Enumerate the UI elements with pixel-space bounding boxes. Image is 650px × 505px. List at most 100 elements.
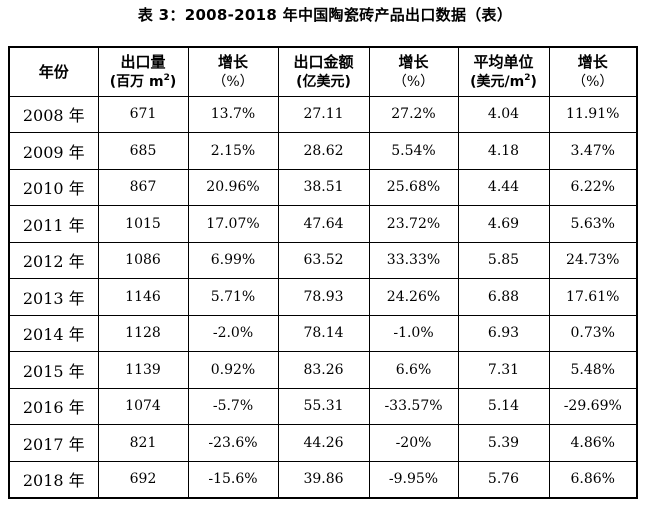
table-row: 2008 年 671 13.7% 27.11 27.2% 4.04 11.91%	[8, 95, 638, 133]
cell-price-growth: 0.73%	[548, 314, 638, 352]
cell-export-value: 47.64	[277, 205, 370, 243]
cell-volume-growth: 17.07%	[187, 205, 279, 243]
cell-unit-price: 4.44	[457, 168, 550, 206]
cell-value-growth: 24.26%	[368, 278, 459, 316]
header-export-volume-unit: (百万 m2)	[109, 72, 177, 90]
cell-export-volume: 1086	[97, 241, 189, 279]
cell-value-growth: 33.33%	[368, 241, 459, 279]
cell-volume-growth: 0.92%	[187, 351, 279, 389]
cell-price-growth: 24.73%	[548, 241, 638, 279]
table-row: 2013 年 1146 5.71% 78.93 24.26% 6.88 17.6…	[8, 278, 638, 316]
cell-value-growth: -1.0%	[368, 314, 459, 352]
cell-export-value: 63.52	[277, 241, 370, 279]
header-export-volume: 出口量 (百万 m2)	[97, 46, 189, 97]
cell-export-value: 44.26	[277, 424, 370, 462]
cell-unit-price: 6.88	[457, 278, 550, 316]
cell-year: 2009 年	[8, 132, 99, 170]
cell-export-volume: 867	[97, 168, 189, 206]
cell-volume-growth: 20.96%	[187, 168, 279, 206]
header-export-value-label: 出口金额	[293, 52, 354, 71]
cell-unit-price: 7.31	[457, 351, 550, 389]
export-data-table: 年份 出口量 (百万 m2) 增长 （%） 出口金额 (亿美元) 增长 （%） …	[8, 46, 638, 499]
cell-export-volume: 1128	[97, 314, 189, 352]
cell-price-growth: 6.22%	[548, 168, 638, 206]
cell-volume-growth: 2.15%	[187, 132, 279, 170]
cell-unit-price: 5.14	[457, 387, 550, 425]
cell-value-growth: 6.6%	[368, 351, 459, 389]
cell-price-growth: 5.48%	[548, 351, 638, 389]
cell-unit-price: 4.04	[457, 95, 550, 133]
header-value-growth-label: 增长	[398, 52, 429, 71]
cell-unit-price: 5.76	[457, 460, 550, 498]
table-row: 2010 年 867 20.96% 38.51 25.68% 4.44 6.22…	[8, 168, 638, 206]
cell-volume-growth: -5.7%	[187, 387, 279, 425]
header-unit-price-label: 平均单位	[473, 52, 534, 71]
cell-unit-price: 5.85	[457, 241, 550, 279]
cell-export-value: 39.86	[277, 460, 370, 498]
cell-export-value: 28.62	[277, 132, 370, 170]
cell-year: 2014 年	[8, 314, 99, 352]
header-price-growth-unit: （%）	[572, 73, 614, 90]
cell-year: 2010 年	[8, 168, 99, 206]
cell-price-growth: 6.86%	[548, 460, 638, 498]
header-value-growth-unit: （%）	[392, 73, 435, 90]
header-year: 年份	[8, 46, 99, 97]
cell-value-growth: 5.54%	[368, 132, 459, 170]
cell-price-growth: 17.61%	[548, 278, 638, 316]
cell-price-growth: 5.63%	[548, 205, 638, 243]
cell-year: 2016 年	[8, 387, 99, 425]
cell-volume-growth: -23.6%	[187, 424, 279, 462]
cell-price-growth: 11.91%	[548, 95, 638, 133]
cell-volume-growth: -2.0%	[187, 314, 279, 352]
header-row: 年份 出口量 (百万 m2) 增长 （%） 出口金额 (亿美元) 增长 （%） …	[8, 46, 638, 97]
cell-export-volume: 685	[97, 132, 189, 170]
header-volume-growth-unit: （%）	[212, 73, 254, 90]
table-caption: 表 3：2008-2018 年中国陶瓷砖产品出口数据（表）	[137, 6, 513, 24]
header-price-growth-label: 增长	[577, 52, 608, 71]
cell-export-value: 78.14	[277, 314, 370, 352]
cell-year: 2018 年	[8, 460, 99, 498]
cell-export-value: 55.31	[277, 387, 370, 425]
header-unit-price: 平均单位 (美元/m2)	[457, 46, 550, 97]
cell-export-volume: 1139	[97, 351, 189, 389]
table-row: 2018 年 692 -15.6% 39.86 -9.95% 5.76 6.86…	[8, 460, 638, 498]
cell-export-volume: 821	[97, 424, 189, 462]
cell-year: 2008 年	[8, 95, 99, 133]
header-price-growth: 增长 （%）	[548, 46, 638, 97]
cell-unit-price: 4.69	[457, 205, 550, 243]
cell-export-value: 38.51	[277, 168, 370, 206]
header-volume-growth: 增长 （%）	[187, 46, 279, 97]
cell-unit-price: 4.18	[457, 132, 550, 170]
cell-value-growth: 25.68%	[368, 168, 459, 206]
header-volume-growth-label: 增长	[217, 52, 248, 71]
cell-export-value: 83.26	[277, 351, 370, 389]
table-row: 2011 年 1015 17.07% 47.64 23.72% 4.69 5.6…	[8, 205, 638, 243]
cell-volume-growth: 13.7%	[187, 95, 279, 133]
cell-volume-growth: 5.71%	[187, 278, 279, 316]
table-row: 2014 年 1128 -2.0% 78.14 -1.0% 6.93 0.73%	[8, 314, 638, 352]
header-unit-price-unit: (美元/m2)	[470, 72, 537, 90]
cell-export-volume: 671	[97, 95, 189, 133]
cell-volume-growth: 6.99%	[187, 241, 279, 279]
table-row: 2016 年 1074 -5.7% 55.31 -33.57% 5.14 -29…	[8, 387, 638, 425]
cell-price-growth: -29.69%	[548, 387, 638, 425]
header-export-value: 出口金额 (亿美元)	[277, 46, 370, 97]
table-row: 2012 年 1086 6.99% 63.52 33.33% 5.85 24.7…	[8, 241, 638, 279]
header-year-label: 年份	[38, 62, 69, 81]
header-export-value-unit: (亿美元)	[296, 73, 351, 90]
cell-value-growth: 23.72%	[368, 205, 459, 243]
cell-export-value: 27.11	[277, 95, 370, 133]
cell-value-growth: 27.2%	[368, 95, 459, 133]
cell-export-volume: 1015	[97, 205, 189, 243]
cell-price-growth: 3.47%	[548, 132, 638, 170]
cell-year: 2013 年	[8, 278, 99, 316]
table-row: 2017 年 821 -23.6% 44.26 -20% 5.39 4.86%	[8, 424, 638, 462]
cell-volume-growth: -15.6%	[187, 460, 279, 498]
cell-unit-price: 6.93	[457, 314, 550, 352]
cell-value-growth: -33.57%	[368, 387, 459, 425]
cell-export-volume: 1146	[97, 278, 189, 316]
cell-export-value: 78.93	[277, 278, 370, 316]
cell-year: 2017 年	[8, 424, 99, 462]
cell-year: 2015 年	[8, 351, 99, 389]
cell-value-growth: -20%	[368, 424, 459, 462]
